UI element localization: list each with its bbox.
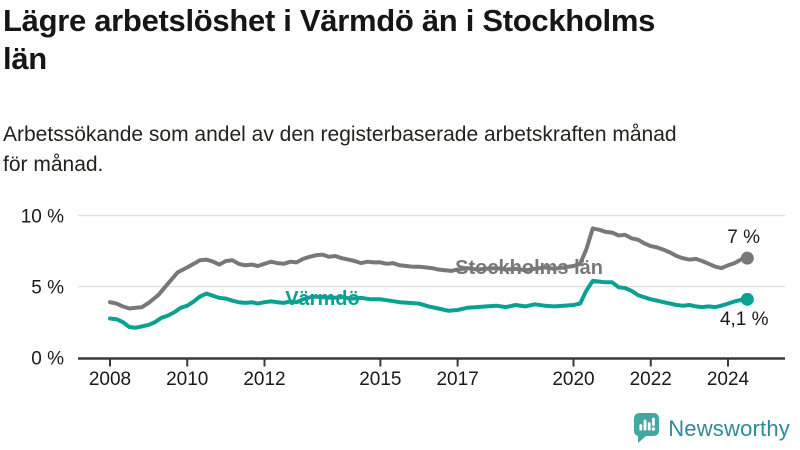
series-name-label-stockholm: Stockholms län: [455, 257, 603, 279]
brand-name: Newsworthy: [668, 415, 790, 441]
series-line-varmdo: [108, 278, 750, 330]
series-end-dot-varmdo: [740, 292, 754, 306]
bar-tall: [643, 419, 647, 431]
x-tick-label: 2020: [552, 369, 594, 390]
y-tick-label: 5 %: [31, 278, 64, 299]
x-tick-label: 2024: [707, 369, 750, 390]
y-tick-label: 10 %: [21, 207, 64, 228]
series-annotations: Stockholms län 7 % Värmdö 4,1 %: [285, 227, 768, 330]
data-series: [108, 226, 754, 330]
exclamation-dot: [651, 427, 656, 431]
chart-subtitle: Arbetssökande som andel av den registerb…: [3, 123, 677, 177]
x-tick-label: 2010: [166, 369, 208, 390]
x-tick-label: 2017: [436, 369, 478, 390]
bar-medium: [647, 422, 651, 431]
speech-bubble-shape: [634, 413, 660, 443]
newsworthy-logo-icon: [634, 413, 660, 443]
x-tick-label: 2008: [89, 369, 131, 390]
series-end-value-label-stockholm: 7 %: [727, 227, 760, 248]
x-axis: 2008 2010 2012 2015 2017 2020 2022 2024: [78, 357, 785, 390]
series-line-stockholm: [108, 226, 750, 311]
brand-footer: Newsworthy: [634, 413, 790, 444]
x-tick-label: 2015: [359, 369, 401, 390]
series-end-dot-stockholm: [740, 251, 754, 265]
series-end-value-label-varmdo: 4,1 %: [720, 309, 769, 330]
x-tick-label: 2012: [243, 369, 285, 390]
bar-short: [639, 424, 643, 431]
x-tick-label: 2022: [630, 369, 672, 390]
exclamation-bar: [652, 417, 655, 427]
series-name-label-varmdo: Värmdö: [285, 288, 359, 310]
y-tick-label: 0 %: [31, 349, 64, 370]
y-gridlines: [78, 214, 785, 288]
y-axis-labels: 0 % 5 % 10 %: [21, 207, 64, 370]
chart-title: Lägre arbetslöshet i Värmdö än i Stockho…: [3, 3, 656, 76]
